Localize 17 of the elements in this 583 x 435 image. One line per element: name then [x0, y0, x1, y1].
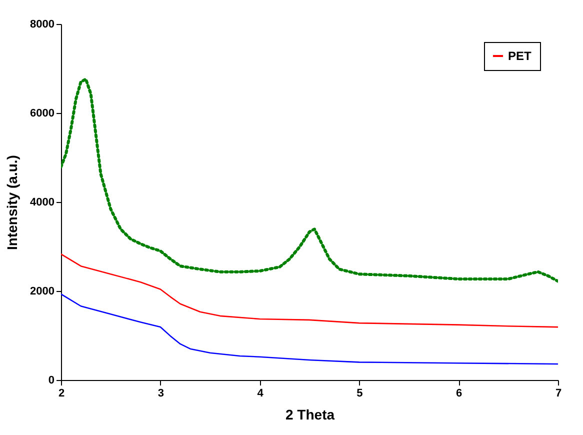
- x-tick-label: 3: [158, 388, 164, 400]
- line-series: [61, 253, 558, 328]
- x-tick-label: 4: [257, 388, 264, 400]
- line-series: [61, 78, 558, 283]
- x-tick-label: 6: [456, 388, 462, 400]
- legend-label: PET: [508, 49, 532, 63]
- x-tick-label: 2: [58, 388, 65, 400]
- y-tick-label: 4000: [30, 196, 54, 208]
- x-tick-label: 7: [555, 388, 562, 400]
- y-tick-label: 6000: [30, 108, 54, 120]
- y-axis-title: Intensity (a.u.): [4, 155, 20, 250]
- y-tick-label: 8000: [30, 18, 54, 30]
- y-tick-label: 2000: [30, 286, 54, 298]
- x-axis-title: 2 Theta: [285, 406, 335, 422]
- line-series: [61, 293, 558, 365]
- y-tick-label: 0: [48, 374, 54, 386]
- x-tick-label: 5: [356, 388, 363, 400]
